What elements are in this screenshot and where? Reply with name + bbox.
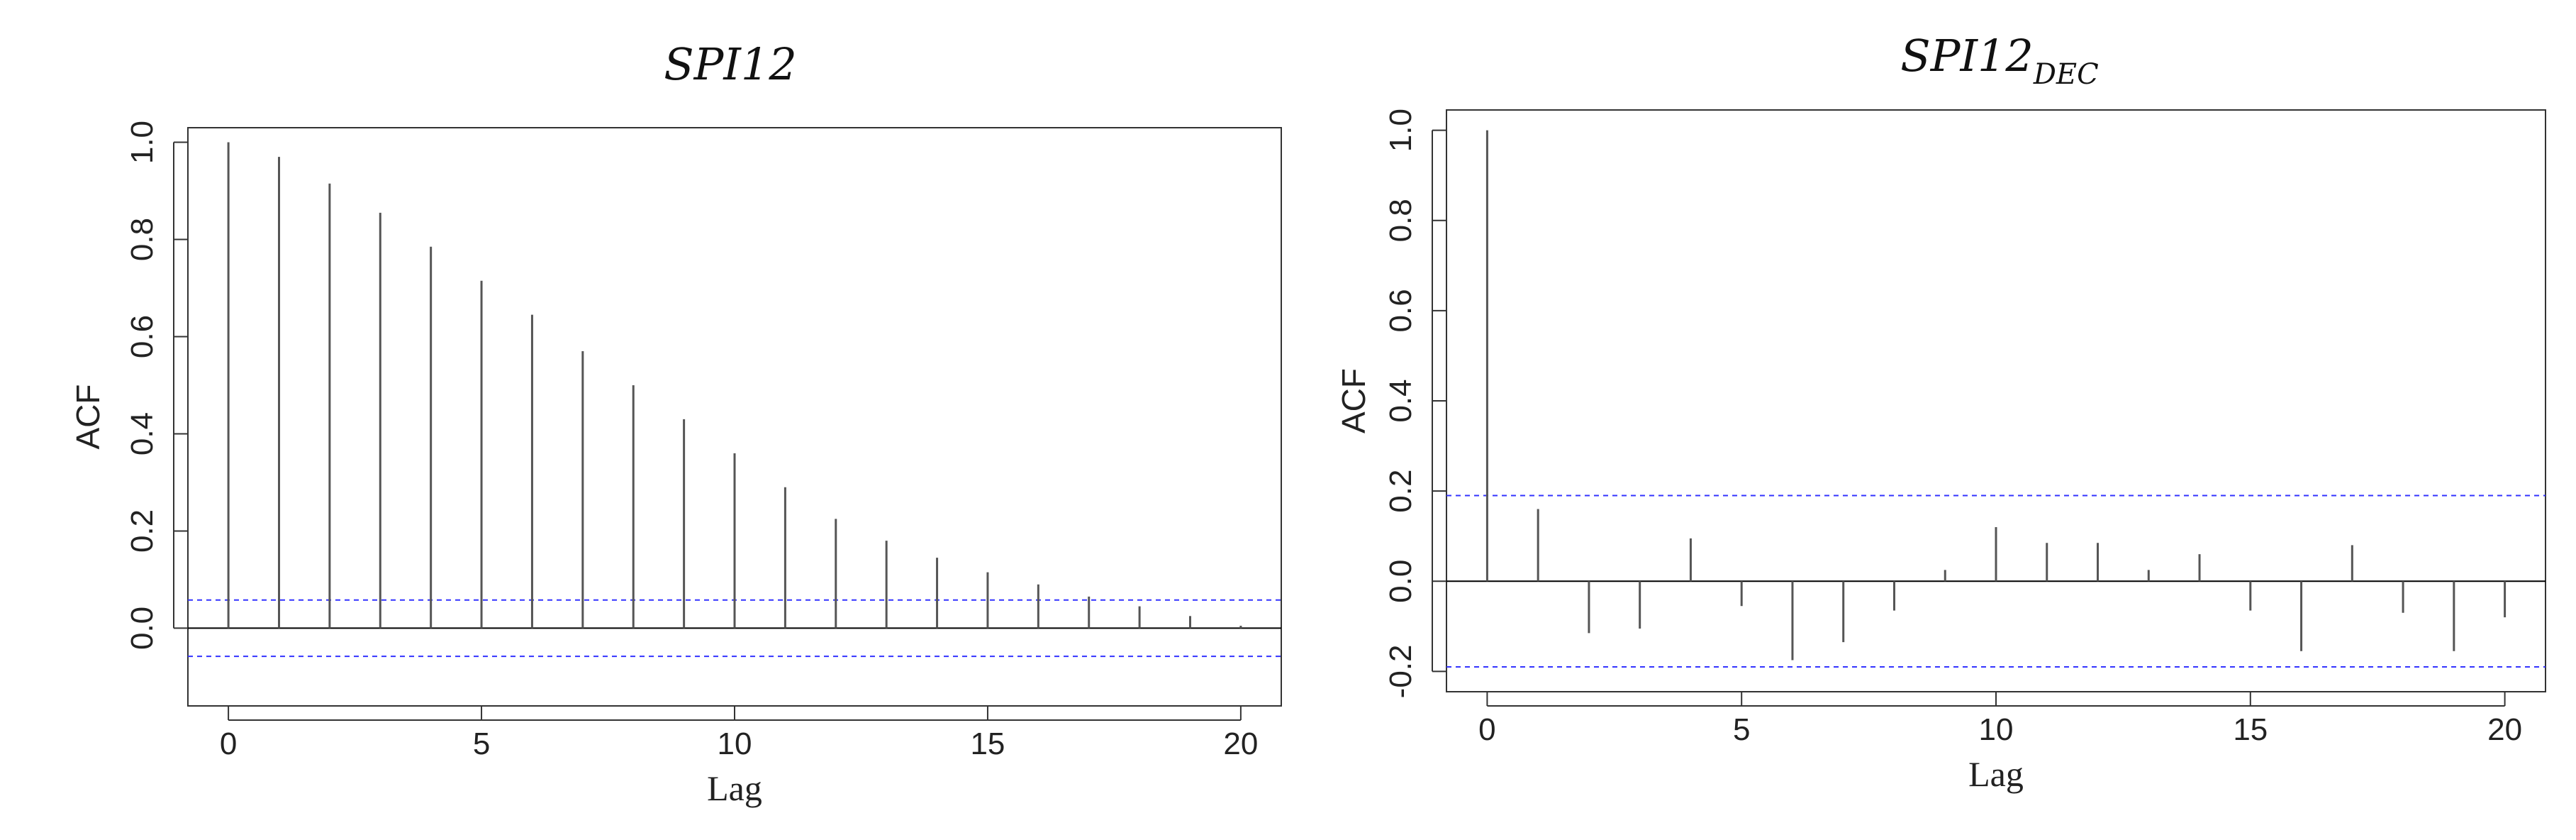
y-tick-label: 0.0 — [125, 607, 160, 650]
x-tick-label: 10 — [1979, 712, 2014, 747]
x-tick-label: 15 — [2233, 712, 2268, 747]
y-tick-label: 1.0 — [125, 121, 160, 164]
y-tick-label: 0.4 — [125, 412, 160, 455]
x-tick-label: 0 — [220, 726, 237, 761]
y-tick-label: 0.8 — [125, 218, 160, 261]
x-tick-label: 20 — [1223, 726, 1258, 761]
acf-panel-spi12: SPI12 0 5 10 15 20 0.0 0.2 0.4 0.6 0.8 1.0 Lag ACF — [69, 38, 1282, 808]
plot-frame — [1446, 109, 2546, 692]
x-tick-label: 10 — [718, 726, 752, 761]
x-tick-label: 20 — [2487, 712, 2522, 747]
x-tick-label: 0 — [1478, 712, 1495, 747]
x-tick-label: 5 — [473, 726, 490, 761]
y-tick-label: 0.2 — [125, 509, 160, 553]
x-axis-label: Lag — [707, 768, 762, 808]
y-tick-label: -0.2 — [1383, 644, 1418, 698]
x-tick-label: 5 — [1733, 712, 1750, 747]
y-tick-label: 0.8 — [1383, 199, 1418, 242]
y-tick-label: 0.4 — [1383, 379, 1418, 422]
y-axis-label: ACF — [69, 385, 106, 450]
x-tick-label: 15 — [970, 726, 1005, 761]
y-tick-label: 0.0 — [1383, 560, 1418, 603]
x-axis-label: Lag — [1968, 754, 2024, 794]
chart-title: SPI12DEC — [1900, 30, 2098, 91]
y-tick-label: 1.0 — [1383, 109, 1418, 152]
y-tick-label: 0.6 — [1383, 289, 1418, 332]
acf-panel-spi12-dec: SPI12DEC 0 5 10 15 20 -0.2 0.0 0.2 0.4 0.6 0.8 1.0 La… — [1335, 30, 2546, 794]
chart-title: SPI12 — [664, 38, 797, 90]
y-tick-label: 0.6 — [125, 315, 160, 358]
y-tick-label: 0.2 — [1383, 470, 1418, 513]
y-axis-label: ACF — [1335, 368, 1372, 433]
